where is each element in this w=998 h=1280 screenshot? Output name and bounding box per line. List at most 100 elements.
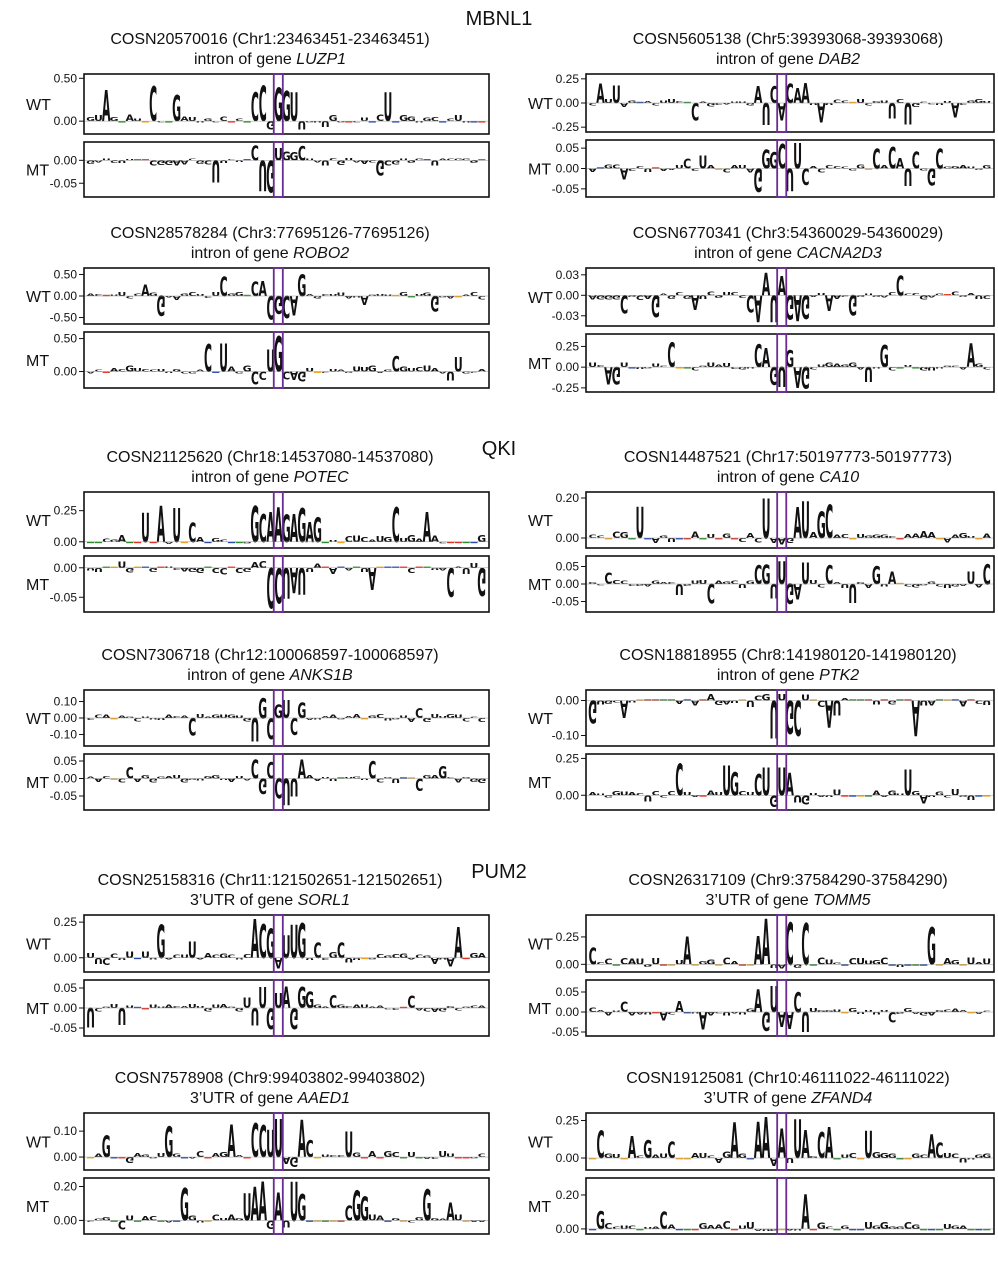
logo-letter-u: U [86,1001,95,1032]
logo-letter-g: G [801,792,810,807]
logo-letter-c: C [620,289,628,319]
logo-letter-a: A [825,691,834,736]
logo-letter-u: U [746,698,755,708]
logo-letter-g: G [706,102,715,108]
gene-name: POTEC [294,469,350,486]
logo-letter-g: G [785,347,794,374]
logo-letter-a [683,1228,691,1231]
logo-glyphs: A C UU CC A GG A A G C UC U C GG C A C G C AG A G C UUA U A GUU G UG… [86,269,485,323]
logo-letter-c: C [794,987,802,1019]
logo-letter-g: G [872,295,881,297]
logo-letter-u: U [391,776,400,783]
logo-letter-a [415,1157,423,1159]
logo-letter-a: A [651,1154,660,1159]
logo-letter-a: A [165,541,175,544]
logo-letter-a: A [707,1225,716,1231]
logo-letter-g: G [848,1007,857,1013]
logo-letter-g: G [297,1188,306,1230]
logo-letter-u: U [903,764,912,804]
logo-letter-g [110,566,118,568]
logo-letter-g: G [329,951,338,960]
y-tick-label: 0.00 [556,531,580,545]
logo-letter-a: A [470,1220,480,1222]
logo-letter-u: U [793,137,802,177]
logo-letter-c: C [259,506,267,551]
logo-letter-u: U [762,488,771,552]
logo-letter-u: U [423,365,432,374]
logo-letter-a [683,367,691,369]
logo-letter-g: G [227,714,236,719]
logo-letter-g: G [258,772,267,797]
logo-letter-c: C [345,1006,353,1009]
logo-letter-g: G [454,158,463,161]
logo-letter-a [126,541,134,544]
logo-letter-u: U [133,118,142,122]
y-tick-label: 0.25 [556,72,580,86]
logo-letter-c: C [754,536,762,543]
logo-letter-u: U [943,1223,952,1232]
logo-letter-a: A [691,1153,699,1160]
y-tick-label: -0.05 [50,590,78,604]
logo-letter-g: G [880,534,889,540]
logo-letter-g [935,964,944,966]
logo-letter-c: C [596,584,604,586]
logo-letter-c: C [282,288,290,323]
row-label-mt: MT [528,775,551,792]
logo-letter-g: G [430,1217,439,1221]
logo-letter-g: G [188,567,197,573]
logo-letter-a: A [927,1011,936,1016]
logo-letter-g [407,777,415,779]
logo-letter-u: U [352,535,361,545]
logo-letter-a [157,1220,165,1222]
logo-letter-a: A [943,536,952,543]
logo-letter-u: U [667,99,676,105]
logo-letter-a: A [943,957,952,967]
logo-letter-c: C [204,158,212,165]
logo-letter-u: U [856,534,865,540]
logo-letter-c: C [683,156,691,171]
logo-letter-a: A [345,716,355,719]
logo-letter-g: G [243,541,252,543]
logo-letter-g: G [86,159,95,164]
logo-glyphs: A G C A CCU A A U C C U A C A U A GGG CUU C A C C C CGG C A C A UC GG… [588,137,991,196]
logo-letter-g: G [149,292,158,297]
logo-letter-a: A [707,1011,716,1016]
logo-letter-a: A [651,536,661,544]
logo-letter-c: C [259,559,267,570]
logo-letter-u: U [211,152,220,187]
logo-letter-u [376,1157,384,1159]
logo-letter-c [470,541,478,544]
logo-letter-c: C [149,1215,157,1222]
logo-letter-a: A [793,500,802,549]
logo-letter-g: G [313,295,322,300]
logo-letter-g: G [951,165,960,169]
logo-letter-c: C [825,561,833,591]
mutation-id: COSN21125620 (Chr18:14537080-14537080) [106,449,433,466]
logo-letter-g: G [974,168,983,170]
logo-letter-g: G [825,1010,834,1013]
logo-letter-c: C [628,583,636,586]
logo-letter-a: A [778,1121,787,1167]
y-tick-label: 0.05 [54,754,78,768]
logo-letter-c [857,1228,865,1231]
logo-letter-c: C [102,538,110,543]
logo-letter-u [730,538,739,540]
logo-letter-u: U [722,1011,731,1016]
logo-letter-c: C [652,102,660,106]
logo-letter-g: G [407,533,416,544]
logo-letter-a: A [329,565,338,574]
logo-letter-g: G [943,167,952,169]
logo-letter-u: U [454,1214,463,1223]
logo-letter-u [683,538,691,540]
logo-letter-u: U [211,291,220,297]
logo-letter-u [652,699,660,701]
logo-letter-u: U [659,99,668,103]
y-tick-label: 0.00 [54,1001,78,1015]
logo-letter-c [841,964,849,966]
y-tick-label: 0.00 [556,1222,580,1236]
logo-letter-g: G [667,294,676,299]
logo-letter-u [462,957,470,960]
row-label-wt: WT [528,513,553,530]
logo-letter-g: G [383,536,392,544]
